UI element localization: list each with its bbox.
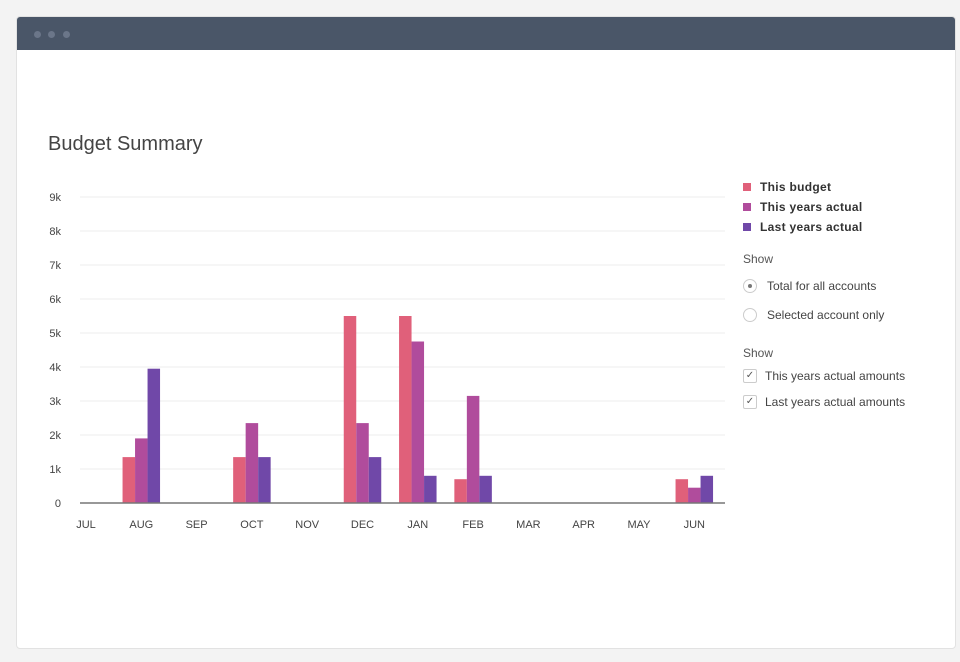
checkbox-last-years-actual[interactable]: ✓ Last years actual amounts [743,389,905,415]
legend-item-this-budget: This budget [743,177,905,197]
window-dot-icon [63,31,70,38]
y-tick-label: 3k [49,396,61,408]
y-tick-label: 0 [55,498,61,510]
bar-this-years-actual [245,423,259,503]
legend-swatch [743,203,751,211]
y-tick-label: 8k [49,226,61,238]
checkmark-icon[interactable]: ✓ [743,395,757,409]
legend-swatch [743,223,751,231]
legend-item-last-years-actual: Last years actual [743,217,905,237]
bar-this-years-actual [466,395,480,503]
window-dot-icon [48,31,55,38]
y-tick-label: 4k [49,362,61,374]
y-tick-label: 9k [49,192,61,204]
bar-this-years-actual [135,438,148,503]
y-tick-label: 5k [49,328,61,340]
show-label: Show [743,252,774,266]
x-tick-label: JAN [407,519,428,531]
x-tick-label: APR [572,519,595,531]
x-tick-label: MAR [516,519,541,531]
radio-total-all-accounts[interactable]: Total for all accounts [743,271,905,300]
show-label: Show [743,346,774,360]
page-title: Budget Summary [48,133,203,155]
bar-last-years-actual [147,368,161,503]
x-tick-label: MAY [627,519,651,531]
x-tick-label: DEC [351,519,374,531]
bar-last-years-actual [368,457,382,503]
y-tick-label: 7k [49,260,61,272]
y-tick-label: 1k [49,464,61,476]
bar-this-budget [454,479,467,503]
checkmark-icon[interactable]: ✓ [743,369,757,383]
radio-label: Selected account only [767,307,885,322]
bar-this-years-actual [688,487,701,503]
x-tick-label: AUG [129,519,153,531]
legend-panel: This budget This years actual Last years… [743,177,905,415]
radio-selected-account-only[interactable]: Selected account only [743,300,905,329]
window-dot-icon [34,31,41,38]
checkbox-label: This years actual amounts [765,369,906,383]
checkbox-label: Last years actual amounts [765,395,906,409]
checkbox-this-years-actual[interactable]: ✓ This years actual amounts [743,363,905,389]
bar-this-years-actual [356,423,369,503]
y-tick-label: 2k [49,430,61,442]
bar-last-years-actual [258,457,271,503]
x-tick-label: OCT [240,519,264,531]
bar-last-years-actual [479,475,492,503]
x-tick-label: NOV [295,519,320,531]
x-tick-label: FEB [462,519,483,531]
bar-last-years-actual [700,475,714,503]
bar-this-years-actual [411,341,425,503]
x-tick-label: JUN [684,519,705,531]
bar-this-budget [399,316,412,503]
window-titlebar [17,17,955,50]
bar-last-years-actual [424,475,437,503]
legend-label: Last years actual [760,220,863,234]
radio-unselected-icon[interactable] [743,307,757,322]
bar-this-budget [233,457,246,503]
legend-swatch [743,183,751,191]
bar-this-budget [343,316,357,503]
bar-this-budget [675,479,689,503]
radio-selected-icon[interactable] [743,278,757,293]
y-tick-label: 6k [49,294,61,306]
x-tick-label: JUL [76,519,96,531]
bar-this-budget [122,457,136,503]
legend-label: This budget [760,180,832,194]
legend-label: This years actual [760,200,863,214]
radio-label: Total for all accounts [767,278,877,293]
legend-item-this-years-actual: This years actual [743,197,905,217]
x-tick-label: SEP [186,519,208,531]
